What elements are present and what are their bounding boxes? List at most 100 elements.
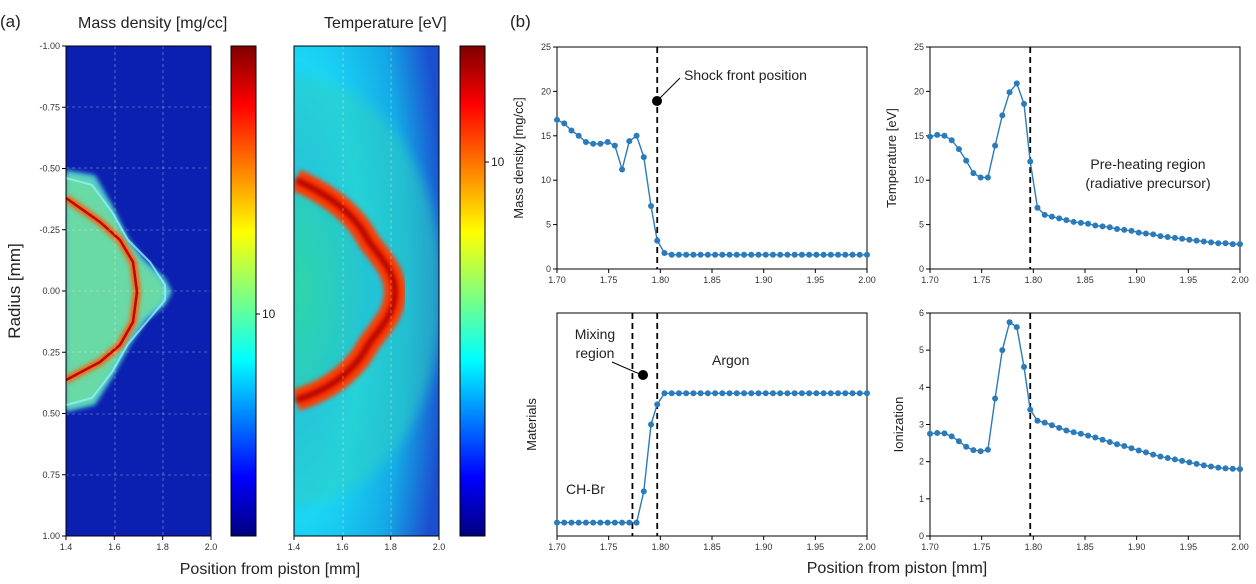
density-data-point [820, 251, 827, 258]
temperature-data-point [927, 133, 933, 140]
ionization-ytick-label: 3 [919, 420, 924, 430]
density-data-point [849, 251, 856, 258]
ionization-ytick-label: 0 [919, 531, 924, 541]
materials-data-point [813, 390, 820, 397]
temperature-data-point [1237, 241, 1243, 248]
temperature-data-point [948, 137, 955, 144]
map-ylabel: Radius [mm] [5, 243, 24, 338]
chbr-annotation: CH-Br [566, 481, 605, 497]
ionization-xtick-label: 2.00 [1231, 542, 1249, 552]
ionization-ylabel: Ionization [891, 397, 906, 453]
preheat-annotation-line2: (radiative precursor) [1085, 175, 1210, 191]
temperature-xtick-label: 1.80 [1025, 275, 1043, 285]
materials-plot: 1.70 1.75 1.80 1.85 1.90 1.95 2.00 Materials [524, 312, 876, 552]
ionization-ytick-label: 6 [919, 308, 924, 318]
ionization-ytick-label: 2 [919, 457, 924, 467]
temperature-data-point [1208, 239, 1215, 246]
materials-data-point [668, 390, 675, 397]
ionization-xtick-label: 1.80 [1025, 542, 1043, 552]
ionization-data-point [1106, 438, 1113, 445]
temperature-ytick-label: 15 [914, 131, 924, 141]
ionization-xtick-label: 1.70 [921, 542, 939, 552]
ionization-data-point [1135, 447, 1142, 454]
ionization-series-line [929, 321, 1241, 470]
materials-data-point [582, 519, 589, 526]
ionization-xtick-label: 1.75 [973, 542, 991, 552]
ionization-data-point [1128, 445, 1135, 452]
temperature-data-point [1106, 224, 1113, 231]
temperature-map-xtick-label: 1.6 [336, 542, 349, 552]
mixing-annotation-line2: region [576, 345, 615, 361]
temperature-data-point [1070, 218, 1077, 225]
density-data-point [777, 251, 784, 258]
density-data-point [554, 116, 560, 123]
density-data-point [827, 251, 834, 258]
density-data-point [856, 251, 863, 258]
density-xtick-label: 1.75 [600, 275, 618, 285]
density-data-point [648, 202, 655, 209]
ionization-data-point [977, 448, 984, 455]
ionization-data-point [1222, 465, 1229, 472]
ionization-data-point [941, 430, 948, 437]
map-xlabel: Position from piston [mm] [180, 561, 361, 578]
materials-ylabel: Materials [524, 398, 539, 451]
materials-data-point [762, 390, 769, 397]
materials-data-point [568, 519, 575, 526]
density-colorbar-frame [230, 45, 257, 537]
materials-xtick-label: 1.80 [652, 542, 670, 552]
ionization-data-point [1215, 464, 1222, 471]
density-data-point [806, 251, 813, 258]
density-ytick-label: 0 [546, 264, 551, 274]
ionization-data-point [1121, 443, 1128, 450]
density-data-point [568, 127, 575, 134]
density-map-ytick-label: 0.75 [42, 470, 60, 480]
ionization-data-point [1021, 363, 1028, 370]
density-data-point [626, 138, 633, 145]
materials-data-point [726, 390, 733, 397]
ionization-data-point [1164, 454, 1171, 461]
materials-data-point [704, 390, 711, 397]
ionization-data-point [1092, 434, 1099, 441]
density-data-point [755, 251, 762, 258]
materials-data-point [733, 390, 740, 397]
temperature-plot: 1.70 1.75 1.80 1.85 1.90 1.95 2.00 0 5 10 15 20 25 Te… [884, 42, 1249, 285]
density-map-ytick-label: -0.25 [39, 225, 60, 235]
ionization-data-point [1193, 460, 1200, 467]
ionization-xtick-label: 1.95 [1180, 542, 1198, 552]
density-xtick-label: 1.90 [755, 275, 773, 285]
temperature-data-point [1056, 215, 1063, 222]
temperature-data-point [970, 170, 977, 177]
temperature-data-point [1215, 240, 1222, 247]
density-map-title: Mass density [mg/cc] [78, 15, 227, 32]
ionization-data-point [1006, 319, 1013, 326]
ionization-xtick-label: 1.85 [1076, 542, 1094, 552]
ionization-data-point [992, 395, 999, 402]
ionization-data-point [1157, 453, 1164, 460]
temperature-colorbar [460, 46, 485, 536]
temperature-data-point [1200, 238, 1207, 245]
density-data-point [654, 237, 661, 244]
materials-data-point [719, 390, 726, 397]
density-data-point [633, 132, 640, 139]
density-ytick-label: 25 [541, 42, 551, 52]
materials-data-point [611, 519, 618, 526]
density-xtick-label: 1.95 [807, 275, 825, 285]
ionization-data-point [1114, 441, 1121, 448]
temperature-map-frame [293, 45, 440, 537]
temperature-data-point [984, 174, 991, 181]
materials-xtick-label: 2.00 [858, 542, 876, 552]
ionization-data-point [970, 447, 977, 454]
temperature-ytick-label: 0 [919, 264, 924, 274]
materials-data-point [633, 519, 640, 526]
density-ytick-label: 10 [541, 175, 551, 185]
temperature-data-point [1229, 241, 1236, 248]
density-data-point [733, 251, 740, 258]
shock-annotation: Shock front position [684, 67, 807, 83]
materials-data-point [554, 519, 560, 526]
materials-data-point [769, 390, 776, 397]
temperature-data-point [1048, 213, 1055, 220]
temperature-map-grid [342, 46, 392, 536]
ionization-data-point [1013, 324, 1020, 331]
materials-data-point [827, 390, 834, 397]
